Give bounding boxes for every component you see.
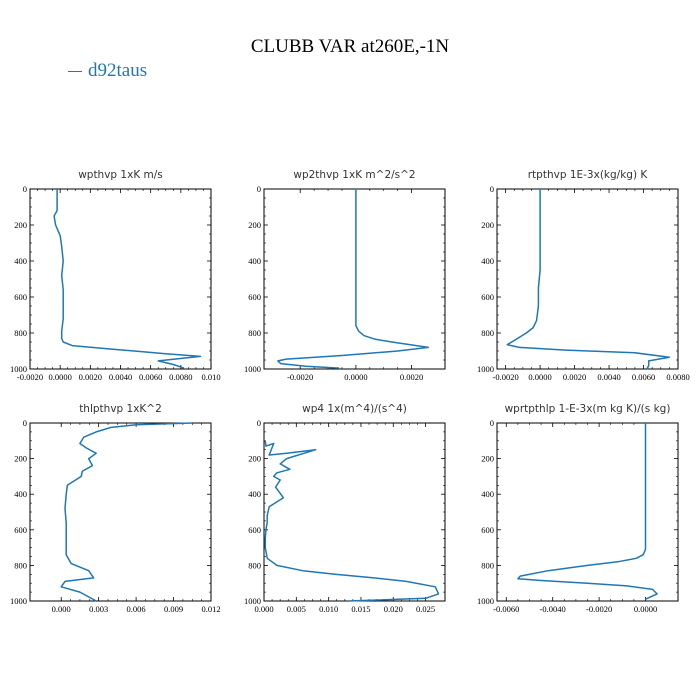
series-line [506, 189, 671, 370]
y-tick-label: 0 [23, 184, 27, 194]
x-tick-label: 0.0020 [400, 372, 423, 382]
panel-frame [496, 188, 679, 370]
x-tick-label: 0.003 [89, 604, 108, 614]
x-tick-label: 0.006 [127, 604, 146, 614]
x-tick-label: 0.015 [351, 604, 370, 614]
panel-title: wp4 1x(m^4)/(s^4) [302, 403, 407, 415]
y-tick-label: 800 [248, 328, 261, 338]
legend-swatch [68, 70, 82, 72]
panel-title: rtpthvp 1E-3x(kg/kg) K [528, 169, 649, 181]
panel-frame [496, 422, 679, 602]
panel-title: wprtpthlp 1-E-3x(m kg K)/(s kg) [505, 403, 671, 415]
x-tick-label: 0.0040 [109, 372, 132, 382]
y-tick-label: 0 [23, 418, 27, 428]
panel-frame [29, 422, 212, 602]
x-tick-label: 0.0080 [169, 372, 192, 382]
x-tick-label: -0.0020 [287, 372, 313, 382]
x-tick-label: 0.000 [254, 604, 273, 614]
x-tick-label: 0.020 [384, 604, 403, 614]
y-tick-label: 600 [481, 292, 494, 302]
y-tick-label: 0 [490, 418, 494, 428]
x-tick-label: 0.012 [201, 604, 220, 614]
x-tick-label: -0.0020 [17, 372, 43, 382]
y-tick-label: 0 [257, 418, 261, 428]
y-tick-label: 200 [248, 454, 261, 464]
y-tick-label: 1000 [244, 364, 261, 374]
y-tick-label: 1000 [10, 364, 27, 374]
y-tick-label: 800 [481, 560, 494, 570]
x-tick-label: 0.010 [201, 372, 220, 382]
panel-frame [263, 188, 446, 370]
x-tick-label: 0.0000 [344, 372, 367, 382]
y-tick-label: 200 [481, 454, 494, 464]
x-tick-label: 0.0060 [632, 372, 655, 382]
panel-frame [29, 188, 212, 370]
x-tick-label: 0.0000 [528, 372, 551, 382]
x-tick-label: -0.0060 [493, 604, 519, 614]
panel-title: wp2thvp 1xK m^2/s^2 [293, 169, 415, 181]
x-tick-label: 0.0000 [634, 604, 657, 614]
y-tick-label: 400 [481, 256, 494, 266]
panel-frame [263, 422, 446, 602]
legend-label: d92taus [88, 60, 148, 81]
series-line [60, 422, 193, 602]
page-title: CLUBB VAR at260E,-1N [250, 36, 450, 57]
y-tick-label: 600 [481, 525, 494, 535]
x-tick-label: -0.0020 [586, 604, 612, 614]
y-tick-label: 600 [14, 525, 27, 535]
y-tick-label: 200 [14, 220, 27, 230]
y-tick-label: 1000 [477, 596, 494, 606]
y-tick-label: 0 [257, 184, 261, 194]
y-tick-label: 800 [14, 328, 27, 338]
y-tick-label: 400 [248, 256, 261, 266]
y-tick-label: 400 [481, 489, 494, 499]
series-line [517, 423, 658, 600]
panel-title: wpthvp 1xK m/s [78, 169, 163, 181]
y-tick-label: 800 [248, 560, 261, 570]
series-line [277, 189, 430, 369]
y-tick-label: 600 [14, 292, 27, 302]
x-tick-label: -0.0020 [493, 372, 519, 382]
y-tick-label: 0 [490, 184, 494, 194]
x-tick-label: 0.0040 [597, 372, 620, 382]
x-tick-label: 0.005 [287, 604, 306, 614]
x-tick-label: 0.0020 [79, 372, 102, 382]
y-tick-label: 200 [248, 220, 261, 230]
y-tick-label: 1000 [477, 364, 494, 374]
y-tick-label: 400 [14, 489, 27, 499]
y-tick-label: 200 [14, 454, 27, 464]
y-tick-label: 1000 [244, 596, 261, 606]
x-tick-label: 0.0020 [563, 372, 586, 382]
x-tick-label: 0.000 [52, 604, 71, 614]
x-tick-label: 0.010 [319, 604, 338, 614]
x-tick-label: 0.0080 [666, 372, 689, 382]
y-tick-label: 200 [481, 220, 494, 230]
series-line [264, 440, 440, 602]
legend: d92taus [68, 60, 147, 82]
y-tick-label: 600 [248, 292, 261, 302]
x-tick-label: 0.0000 [48, 372, 71, 382]
y-tick-label: 400 [14, 256, 27, 266]
x-tick-label: 0.025 [416, 604, 435, 614]
series-line [53, 189, 202, 369]
panel-title: thlpthvp 1xK^2 [79, 403, 162, 415]
x-tick-label: -0.0040 [540, 604, 566, 614]
y-tick-label: 800 [14, 560, 27, 570]
y-tick-label: 1000 [10, 596, 27, 606]
y-tick-label: 600 [248, 525, 261, 535]
y-tick-label: 800 [481, 328, 494, 338]
y-tick-label: 400 [248, 489, 261, 499]
x-tick-label: 0.0060 [139, 372, 162, 382]
x-tick-label: 0.009 [164, 604, 183, 614]
